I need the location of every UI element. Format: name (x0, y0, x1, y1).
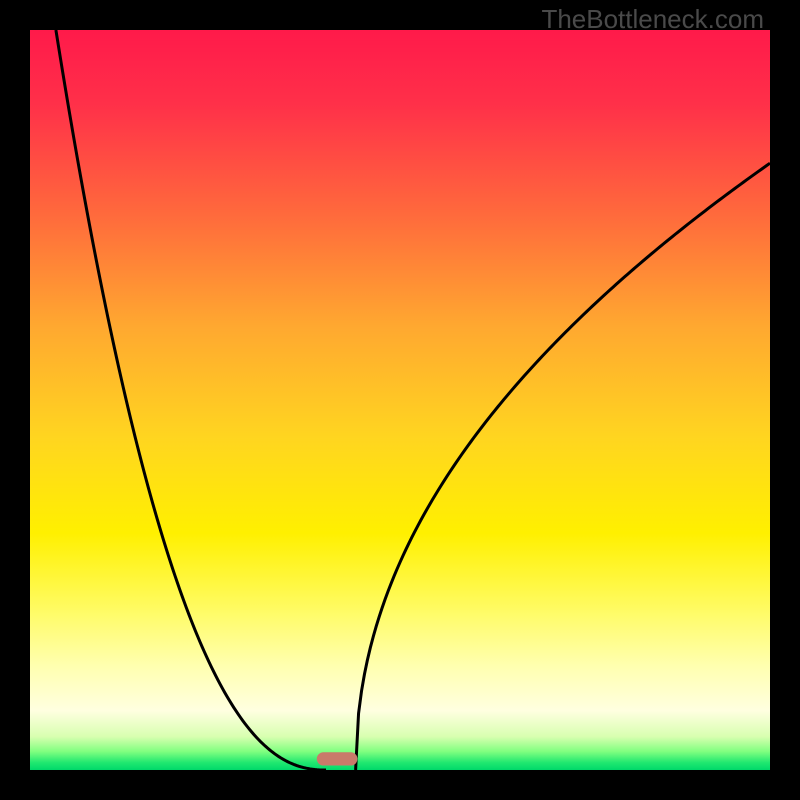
chart-svg (0, 0, 800, 800)
chart-container: TheBottleneck.com (0, 0, 800, 800)
optimal-marker (317, 752, 358, 765)
watermark-text: TheBottleneck.com (541, 4, 764, 35)
plot-background (30, 30, 770, 770)
